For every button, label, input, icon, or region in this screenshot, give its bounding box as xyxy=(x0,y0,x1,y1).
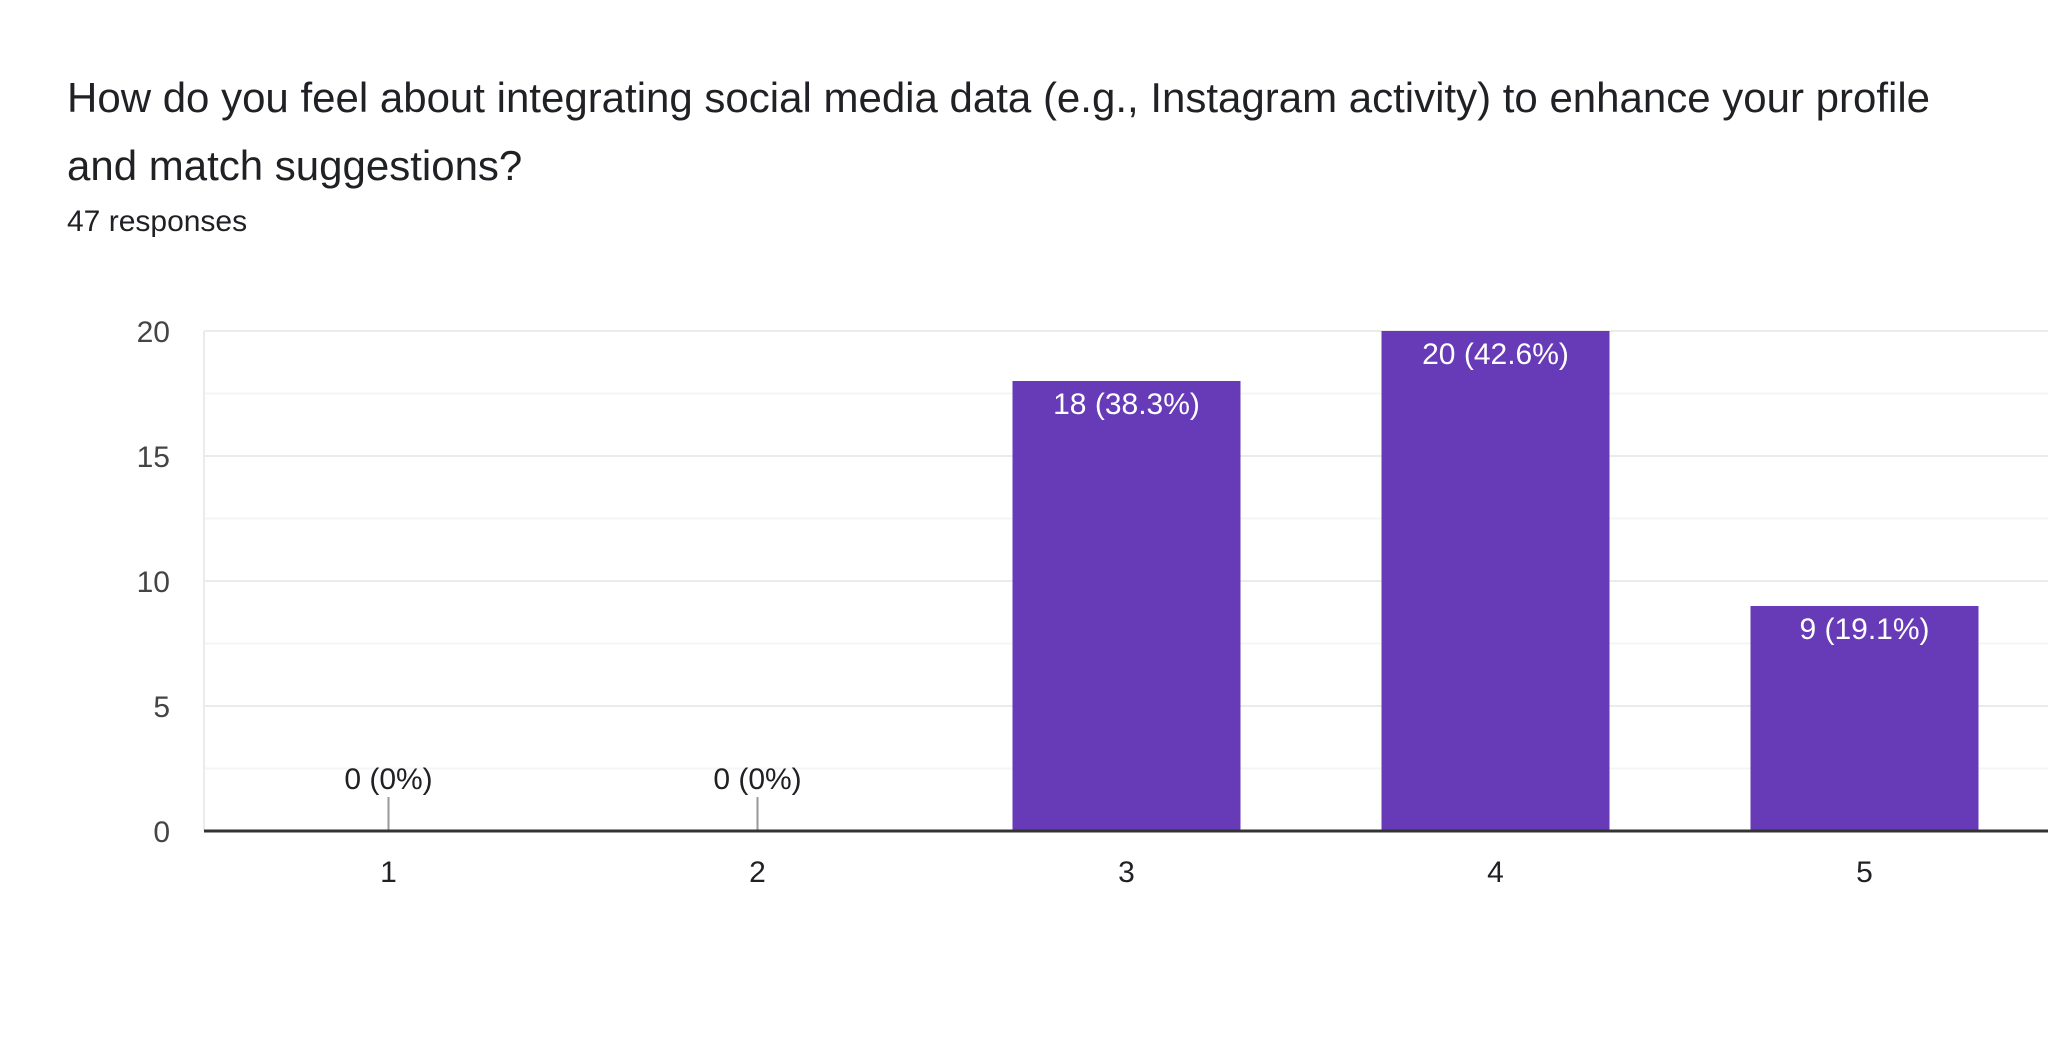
y-tick-label: 15 xyxy=(137,441,170,474)
data-label: 20 (42.6%) xyxy=(1422,338,1569,371)
bars xyxy=(387,331,1979,831)
data-label: 18 (38.3%) xyxy=(1053,388,1200,421)
x-tick-label: 1 xyxy=(380,856,397,889)
response-count: 47 responses xyxy=(67,205,248,238)
bar xyxy=(1750,606,1979,831)
bar xyxy=(1012,381,1241,831)
data-labels: 0 (0%) 0 (0%) 18 (38.3%) 20 (42.6%) 9 (19.1%… xyxy=(344,338,1929,796)
y-tick-label: 0 xyxy=(153,816,170,849)
x-tick-label: 3 xyxy=(1118,856,1135,889)
bar xyxy=(1381,331,1610,831)
question-title: How do you feel about integrating social… xyxy=(67,74,1931,189)
data-label: 0 (0%) xyxy=(713,763,801,796)
x-tick-label: 2 xyxy=(749,856,766,889)
x-tick-label: 4 xyxy=(1487,856,1504,889)
data-label: 0 (0%) xyxy=(344,763,432,796)
y-tick-label: 20 xyxy=(137,316,170,349)
x-axis-ticks: 1 2 3 4 5 xyxy=(204,829,2048,889)
x-tick-label: 5 xyxy=(1856,856,1873,889)
y-axis-ticks: 0 5 10 15 20 xyxy=(137,316,170,849)
y-tick-label: 10 xyxy=(137,566,170,599)
y-tick-label: 5 xyxy=(153,691,170,724)
data-label: 9 (19.1%) xyxy=(1799,613,1929,646)
